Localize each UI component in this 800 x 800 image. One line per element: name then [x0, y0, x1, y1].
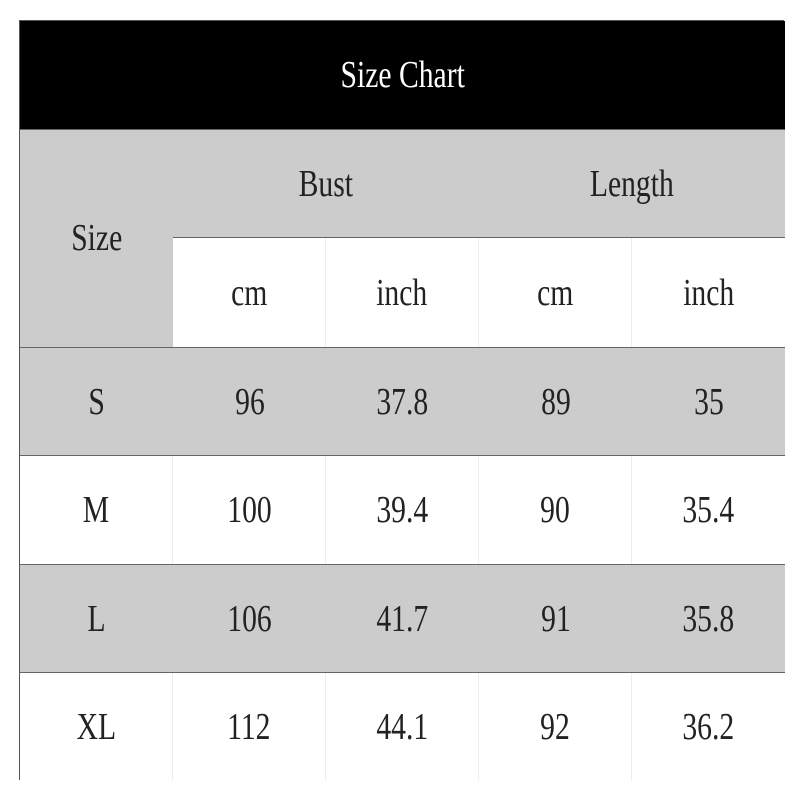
bust-header: Bust: [173, 129, 479, 238]
size-header: Size: [20, 129, 173, 347]
divider: [173, 237, 785, 238]
measurement-value: 35.4: [682, 489, 735, 531]
measurement-value: 112: [227, 705, 271, 748]
size-label: XL: [76, 705, 116, 748]
title-bar: Size Chart: [20, 21, 785, 129]
measurement-value: 41.7: [376, 598, 429, 640]
unit-header: inch: [632, 238, 785, 347]
divider: [20, 672, 785, 673]
measurement-value: 90: [540, 489, 570, 531]
measurement-value: 89: [540, 381, 571, 423]
value-cell: 35: [632, 348, 785, 456]
measurement-value: 36.2: [682, 705, 735, 748]
length-header: Length: [479, 129, 785, 238]
length-header-label: Length: [590, 162, 674, 205]
divider: [20, 564, 785, 565]
value-cell: 39.4: [326, 456, 479, 564]
value-cell: 112: [173, 673, 326, 780]
measurement-value: 35.8: [682, 598, 735, 640]
unit-header: cm: [173, 238, 326, 347]
unit-label: inch: [682, 271, 735, 314]
divider: [20, 129, 785, 130]
measurement-value: 35: [693, 381, 724, 423]
value-cell: 37.8: [326, 348, 479, 456]
value-cell: 44.1: [326, 673, 479, 780]
table-title: Size Chart: [340, 54, 465, 96]
unit-label: cm: [536, 271, 574, 314]
value-cell: 96: [173, 348, 326, 456]
value-cell: 90: [479, 456, 632, 564]
value-cell: 91: [479, 565, 632, 673]
size-header-label: Size: [70, 217, 123, 259]
size-cell: M: [20, 456, 173, 564]
unit-label: inch: [376, 271, 428, 314]
value-cell: 36.2: [632, 673, 785, 780]
size-cell: L: [20, 565, 173, 673]
size-label: M: [82, 489, 110, 531]
size-label: S: [88, 381, 105, 423]
value-cell: 100: [173, 456, 326, 564]
unit-label: cm: [230, 271, 268, 314]
divider: [20, 347, 785, 348]
measurement-value: 37.8: [376, 381, 429, 423]
size-cell: S: [20, 348, 173, 456]
measurement-value: 96: [234, 381, 265, 423]
measurement-value: 106: [227, 598, 272, 640]
measurement-value: 39.4: [376, 489, 428, 531]
size-cell: XL: [20, 673, 173, 780]
bust-header-label: Bust: [298, 162, 354, 205]
unit-header: cm: [479, 238, 632, 347]
unit-header: inch: [326, 238, 479, 347]
value-cell: 89: [479, 348, 632, 456]
measurement-value: 91: [540, 598, 571, 640]
value-cell: 35.4: [632, 456, 785, 564]
measurement-value: 92: [540, 705, 570, 748]
size-label: L: [87, 598, 106, 640]
size-chart-table: Size Chart Size Bust Length cm inch cm i…: [19, 20, 785, 780]
measurement-value: 44.1: [376, 705, 428, 748]
value-cell: 106: [173, 565, 326, 673]
value-cell: 35.8: [632, 565, 785, 673]
measurement-value: 100: [226, 489, 272, 531]
value-cell: 92: [479, 673, 632, 780]
divider: [20, 455, 785, 456]
value-cell: 41.7: [326, 565, 479, 673]
